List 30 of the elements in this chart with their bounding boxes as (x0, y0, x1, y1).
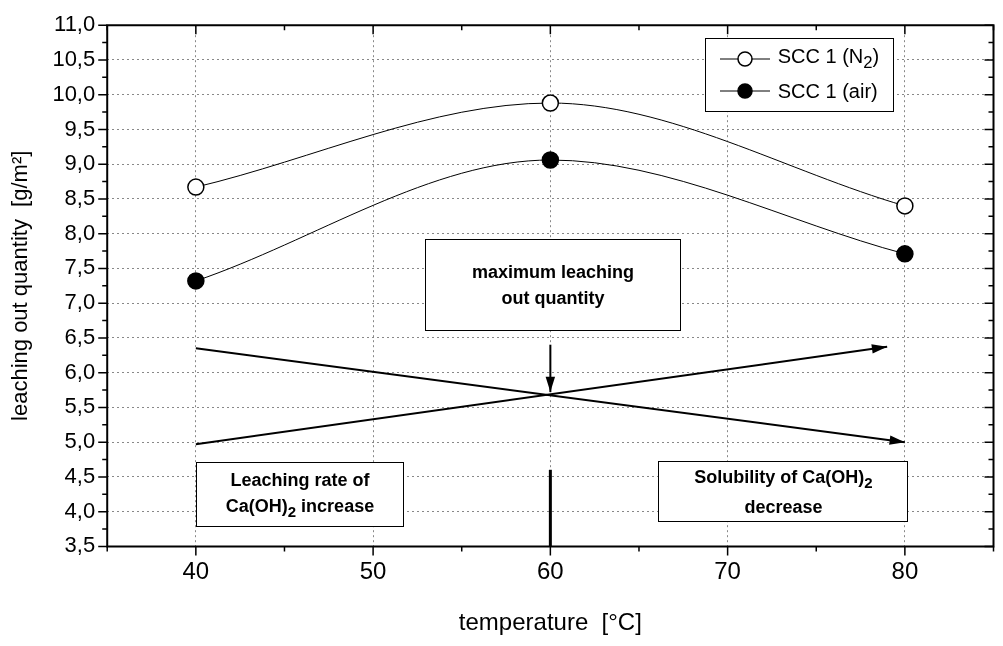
text-box: maximum leaching out quantity (425, 238, 681, 332)
y-tick-label: 10,5 (52, 46, 96, 72)
y-tick-label: 8,0 (64, 219, 96, 245)
legend-label: SCC 1 (air) (777, 79, 878, 103)
y-axis-title: leaching out quantity [g/m²] (7, 150, 33, 421)
y-tick-label: 5,5 (64, 393, 96, 419)
y-tick-label: 7,0 (64, 289, 96, 315)
y-tick-label: 7,5 (64, 254, 96, 280)
x-axis-title: temperature [°C] (458, 608, 642, 636)
legend-label: SCC 1 (N$_{2}$) (777, 45, 880, 74)
y-tick-label: 8,5 (64, 185, 96, 210)
x-tick-label: 70 (714, 557, 741, 585)
y-tick-label: 11,0 (54, 11, 96, 37)
text-box: Solubility of Ca(OH)$_{2}$ decrease (658, 461, 909, 523)
x-tick-label: 60 (537, 557, 564, 585)
x-tick-label: 80 (891, 557, 919, 585)
annotation: maximum leaching out quantity (470, 260, 636, 310)
y-tick-label: 9,5 (64, 115, 96, 141)
y-tick-label: 6,5 (64, 323, 96, 349)
y-tick-label: 9,0 (64, 150, 96, 176)
y-tick-label: 6,0 (64, 358, 96, 384)
text-box: Leaching rate of Ca(OH)$_{2}$ increase (195, 462, 405, 527)
annotation: Leaching rate of Ca(OH)$_{2}$ increase (224, 468, 376, 522)
y-tick-label: 10,0 (52, 80, 96, 106)
y-tick-label: 4,0 (64, 497, 96, 523)
y-tick-label: 3,5 (64, 532, 96, 558)
y-tick-label: 4,5 (64, 462, 96, 488)
x-tick-label: 40 (182, 557, 210, 585)
y-tick-label: 5,0 (64, 428, 96, 454)
x-tick-label: 50 (359, 557, 387, 585)
